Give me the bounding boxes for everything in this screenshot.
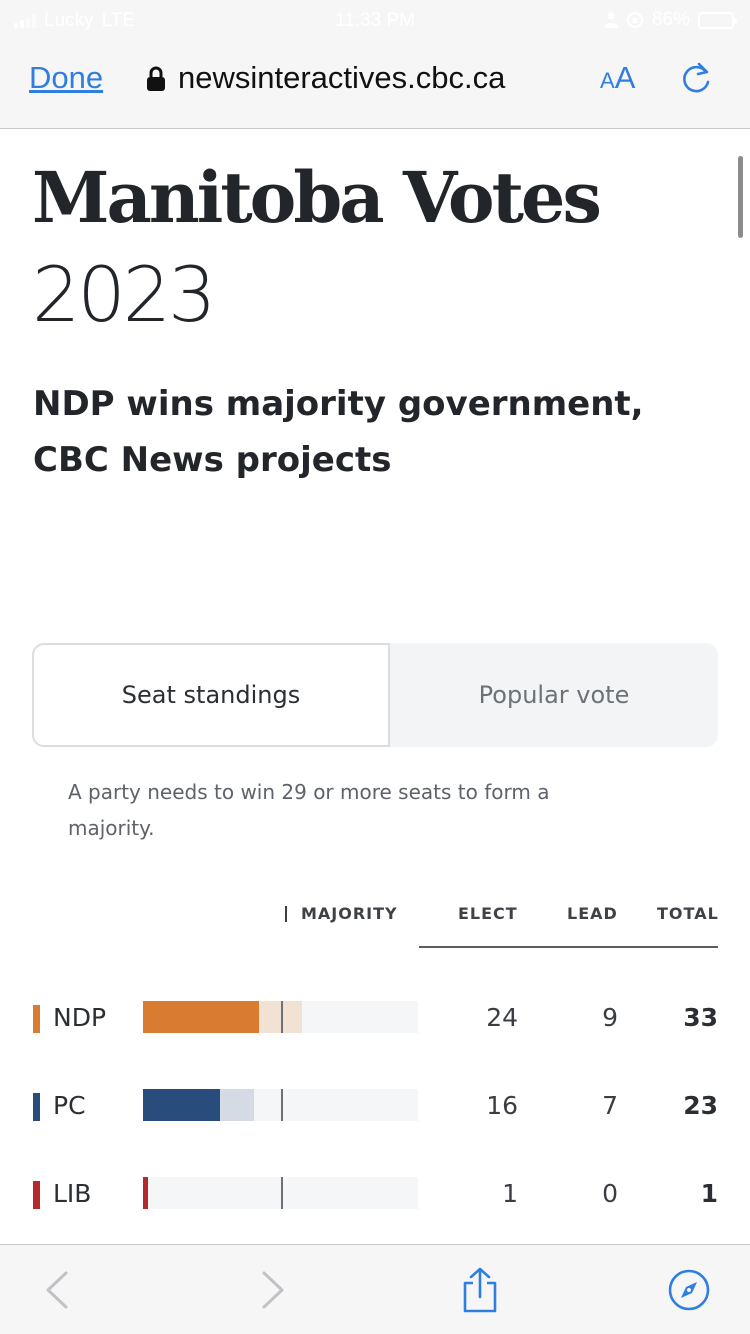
- seat-bar-leading: [220, 1089, 254, 1121]
- results-tabs: Seat standings Popular vote: [32, 643, 718, 747]
- majority-line: [280, 1089, 283, 1121]
- tab-popular-vote[interactable]: Popular vote: [478, 681, 630, 709]
- person-icon: [603, 12, 618, 28]
- network-type: LTE: [101, 10, 136, 31]
- lead-value: 7: [602, 1091, 618, 1120]
- status-right: 86%: [603, 9, 737, 31]
- seat-bar-track: [143, 1001, 418, 1033]
- share-icon[interactable]: [458, 1267, 502, 1313]
- majority-line: [280, 1001, 283, 1033]
- party-swatch: [33, 1093, 40, 1121]
- seat-bar-elected: [143, 1089, 221, 1121]
- clock: 11:33 PM: [335, 10, 415, 31]
- party-name: LIB: [53, 1179, 92, 1208]
- forward-icon[interactable]: [250, 1267, 294, 1313]
- page-title: Manitoba Votes: [32, 156, 602, 239]
- party-name: NDP: [53, 1003, 107, 1032]
- carrier-name: Lucky: [44, 10, 94, 31]
- done-button[interactable]: Done: [29, 60, 104, 95]
- browser-toolbar: [0, 1244, 750, 1334]
- seat-bar-leading: [258, 1001, 303, 1033]
- majority-line: [280, 1177, 283, 1209]
- party-swatch: [33, 1005, 40, 1033]
- address-bar[interactable]: newsinteractives.cbc.ca: [146, 60, 505, 96]
- lead-value: 0: [602, 1179, 618, 1208]
- signal-icon: [14, 14, 36, 28]
- reload-icon[interactable]: [679, 60, 713, 96]
- battery-icon: [698, 11, 737, 29]
- text-size-small-label: A: [600, 68, 615, 93]
- battery-percent: 86%: [651, 9, 690, 30]
- back-icon[interactable]: [36, 1267, 80, 1313]
- page-year: 2023: [32, 250, 216, 339]
- text-size-button[interactable]: AA: [600, 60, 635, 96]
- url-text: newsinteractives.cbc.ca: [178, 60, 506, 95]
- table-row: NDP 24 9 33: [0, 1001, 750, 1041]
- seat-bar-track: [143, 1089, 418, 1121]
- elect-value: 24: [486, 1003, 518, 1032]
- majority-marker-legend: [285, 906, 287, 922]
- party-swatch: [33, 1181, 40, 1209]
- elect-value: 16: [486, 1091, 518, 1120]
- total-value: 23: [683, 1091, 718, 1120]
- tab-seat-standings[interactable]: Seat standings: [32, 643, 390, 747]
- seat-bar-elected: [143, 1177, 148, 1209]
- browser-nav-bar: Done newsinteractives.cbc.ca AA: [0, 40, 750, 129]
- total-value: 1: [700, 1179, 718, 1208]
- table-row: LIB 1 0 1: [0, 1177, 750, 1217]
- orientation-lock-icon: [626, 12, 643, 28]
- header-lead: LEAD: [567, 904, 618, 923]
- seat-bar-track: [143, 1177, 418, 1209]
- headline: NDP wins majority government, CBC News p…: [33, 384, 644, 480]
- status-bar: Lucky LTE 11:33 PM 86%: [0, 0, 750, 40]
- text-size-large-label: A: [614, 60, 636, 95]
- lock-icon: [147, 66, 165, 91]
- table-row: PC 16 7 23: [0, 1089, 750, 1129]
- total-value: 33: [683, 1003, 718, 1032]
- status-left: Lucky LTE: [14, 10, 135, 32]
- majority-note: A party needs to win 29 or more seats to…: [68, 780, 550, 840]
- header-elect: ELECT: [458, 904, 518, 923]
- header-rule: [419, 946, 718, 948]
- elect-value: 1: [502, 1179, 518, 1208]
- header-majority: MAJORITY: [301, 904, 398, 923]
- compass-icon[interactable]: [667, 1267, 711, 1313]
- header-total: TOTAL: [657, 904, 719, 923]
- lead-value: 9: [602, 1003, 618, 1032]
- party-name: PC: [53, 1091, 86, 1120]
- seat-bar-elected: [143, 1001, 259, 1033]
- scroll-indicator[interactable]: [738, 156, 743, 238]
